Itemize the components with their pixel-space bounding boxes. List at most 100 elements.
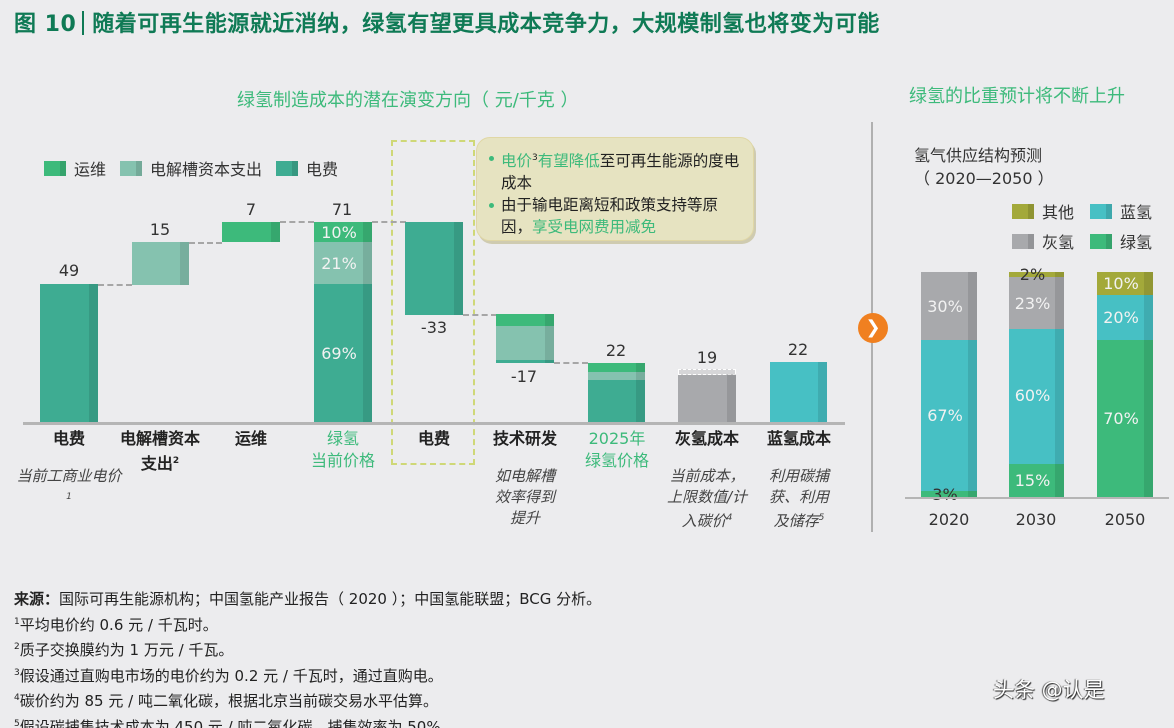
segment-label: 67% xyxy=(927,406,963,425)
legend-item-capex: 电解槽资本支出 xyxy=(120,156,262,180)
title-separator xyxy=(82,11,85,35)
highlight-box xyxy=(391,140,475,465)
bar-rnd-reduction xyxy=(496,314,554,363)
connector-line xyxy=(280,221,314,223)
figure-title: 图 10 随着可再生能源就近消纳，绿氢有望更具成本竞争力，大规模制氢也将变为可能 xyxy=(14,6,880,38)
callout-bullet-1: 电价3有望降低至可再生能源的度电成本 xyxy=(487,147,743,194)
x-label: 电解槽资本 支出2 xyxy=(119,429,200,473)
x-label: 灰氢成本 xyxy=(674,429,739,448)
legend-label: 电解槽资本支出 xyxy=(150,160,263,179)
bar-electricity-reduction xyxy=(405,222,463,315)
x-label: 运维 xyxy=(234,429,267,448)
chevron-right-icon: ❯ xyxy=(858,313,888,343)
stacked-bar-2050: 10% 20% 70% xyxy=(1097,272,1153,498)
right-chart-title: 氢气供应结构预测 （ 2020—2050 ） xyxy=(914,146,1054,188)
x-label-year: 2020 xyxy=(928,510,970,529)
legend-swatch xyxy=(44,160,66,176)
value-label: 15 xyxy=(149,220,171,239)
bar-blue-h2-cost xyxy=(770,362,827,423)
segment-other xyxy=(1097,272,1153,295)
segment-label: 70% xyxy=(1103,409,1139,428)
x-label: 技术研发 xyxy=(492,429,557,448)
x-note: 当前工商业电价1 xyxy=(16,467,122,502)
connector-line xyxy=(98,284,132,286)
segment-label: 23% xyxy=(1014,294,1051,313)
footnote-1: 1平均电价约 0.6 元 / 千瓦时。 xyxy=(14,615,218,634)
carbon-price-upper-range xyxy=(678,369,736,375)
callout-bullet-2: 由于输电距离短和政策支持等原因，享受电网费用减免 xyxy=(487,194,743,238)
value-label: 19 xyxy=(696,348,718,367)
legend-swatch xyxy=(1090,203,1112,219)
x-note: 利用碳捕 获、利用 及储存5 xyxy=(768,467,829,530)
segment-label: 10% xyxy=(1103,274,1139,293)
right-legend: 其他 蓝氢 灰氢 绿氢 xyxy=(1012,199,1160,253)
left-legend: 运维 电解槽资本支出 电费 xyxy=(44,156,338,180)
legend-item-electricity: 电费 xyxy=(276,156,338,180)
value-label: 7 xyxy=(245,200,257,219)
legend-swatch xyxy=(1012,233,1034,249)
legend-swatch xyxy=(276,160,299,176)
bar-grey-h2-cost xyxy=(678,369,736,423)
callout-box: 电价3有望降低至可再生能源的度电成本 由于输电距离短和政策支持等原因，享受电网费… xyxy=(476,137,754,241)
right-x-axis xyxy=(905,497,1169,499)
x-label-year: 2030 xyxy=(1015,510,1057,529)
segment-electricity xyxy=(496,360,554,363)
bar-om xyxy=(222,222,280,242)
segment-label: 21% xyxy=(321,254,357,273)
x-label-year: 2050 xyxy=(1104,510,1146,529)
left-chart-subtitle: 绿氢制造成本的潜在演变方向（ 元/千克 ） xyxy=(237,90,579,111)
legend-item-om: 运维 xyxy=(44,156,106,180)
figure-title-text: 随着可再生能源就近消纳，绿氢有望更具成本竞争力，大规模制氢也将变为可能 xyxy=(92,12,880,37)
segment-other xyxy=(1009,272,1064,277)
connector-line xyxy=(372,221,406,223)
footnote-5: 5假设碳捕集技术成本为 450 元 / 吨二氧化碳，捕集效率为 50%。 xyxy=(14,717,456,728)
value-label: -33 xyxy=(420,318,448,337)
segment-electricity xyxy=(588,380,645,423)
bar-electricity xyxy=(40,284,98,423)
value-label: 22 xyxy=(787,340,809,359)
segment-label: 15% xyxy=(1014,471,1051,490)
stacked-bar-2020: 30% 67% 3% xyxy=(921,272,977,504)
x-label: 蓝氢成本 xyxy=(766,429,831,448)
segment-label: 3% xyxy=(932,485,958,504)
value-label: 71 xyxy=(331,200,353,219)
x-label: 绿氢 当前价格 xyxy=(310,429,375,470)
connector-line xyxy=(463,314,497,316)
bar-2025-green-h2-price xyxy=(588,363,645,423)
x-note: 当前成本， 上限数值/计 入碳价4 xyxy=(666,467,748,530)
figure-number: 图 10 xyxy=(14,12,77,37)
x-label: 2025年 绿氢价格 xyxy=(584,429,649,470)
legend-item-blue: 蓝氢 xyxy=(1090,199,1160,223)
footnote-4: 4碳价约为 85 元 / 吨二氧化碳，根据北京当前碳交易水平估算。 xyxy=(14,692,438,710)
value-label: 49 xyxy=(58,261,80,280)
legend-swatch xyxy=(1090,233,1112,249)
source-line: 来源：国际可再生能源机构；中国氢能产业报告（ 2020 ）；中国氢能联盟；BCG… xyxy=(14,590,602,608)
x-note: 如电解槽 效率得到 提升 xyxy=(494,467,555,527)
bar-electrolyzer-capex xyxy=(132,242,189,285)
legend-swatch xyxy=(120,160,143,176)
connector-line xyxy=(189,242,222,244)
segment-label: 60% xyxy=(1014,386,1051,405)
segment-om xyxy=(588,363,645,372)
segment-label: 2% xyxy=(1019,265,1046,284)
segment-om xyxy=(496,314,554,326)
bar-current-green-h2-price: 10% 21% 69% xyxy=(314,222,372,423)
value-label: 22 xyxy=(605,341,627,360)
segment-label: 69% xyxy=(321,344,357,363)
segment-capex xyxy=(496,326,554,360)
watermark: 头条 @认是 xyxy=(993,678,1105,702)
segment-label: 20% xyxy=(1103,308,1139,327)
segment-green xyxy=(921,491,977,498)
footnote-2: 2质子交换膜约为 1 万元 / 千瓦。 xyxy=(14,641,234,659)
right-chart-subtitle: 绿氢的比重预计将不断上升 xyxy=(909,86,1125,107)
stacked-bar-2030: 2% 23% 60% 15% xyxy=(1009,265,1064,498)
x-axis xyxy=(23,422,845,425)
footnotes: 来源：国际可再生能源机构；中国氢能产业报告（ 2020 ）；中国氢能联盟；BCG… xyxy=(14,588,601,728)
footnote-3: 3假设通过直购电市场的电价约为 0.2 元 / 千瓦时，通过直购电。 xyxy=(14,666,443,685)
segment-label: 30% xyxy=(927,297,963,316)
segment-capex xyxy=(588,372,645,380)
connector-line xyxy=(554,362,588,364)
legend-item-other: 其他 xyxy=(1012,199,1090,223)
x-label: 电费 xyxy=(52,429,85,448)
legend-label: 电费 xyxy=(306,160,339,179)
